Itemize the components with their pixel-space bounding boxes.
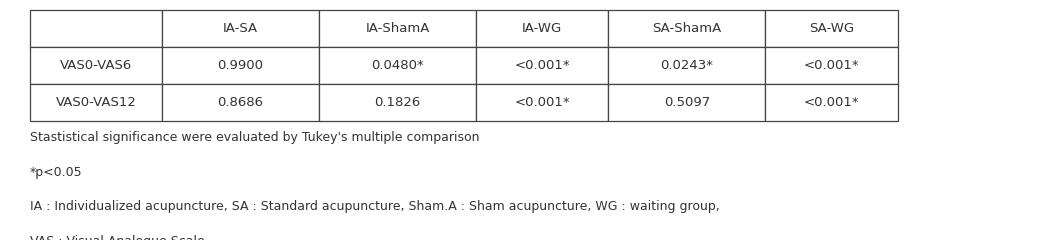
Bar — [476, 84, 608, 121]
Text: SA-ShamA: SA-ShamA — [652, 22, 722, 35]
Bar — [608, 84, 765, 121]
Bar — [319, 47, 476, 84]
Bar — [319, 10, 476, 47]
Bar — [476, 10, 608, 47]
Text: IA-SA: IA-SA — [223, 22, 259, 35]
Text: 0.8686: 0.8686 — [217, 96, 264, 109]
Text: 0.1826: 0.1826 — [374, 96, 421, 109]
Text: Stastistical significance were evaluated by Tukey's multiple comparison: Stastistical significance were evaluated… — [30, 131, 479, 144]
Text: 0.0480*: 0.0480* — [371, 59, 424, 72]
Bar — [765, 84, 898, 121]
Bar — [319, 84, 476, 121]
Bar — [765, 47, 898, 84]
Text: IA-WG: IA-WG — [523, 22, 562, 35]
Text: <0.001*: <0.001* — [514, 96, 570, 109]
Text: <0.001*: <0.001* — [803, 59, 860, 72]
Text: 0.5097: 0.5097 — [664, 96, 710, 109]
Text: <0.001*: <0.001* — [803, 96, 860, 109]
Text: <0.001*: <0.001* — [514, 59, 570, 72]
Bar — [608, 10, 765, 47]
Text: VAS0-VAS6: VAS0-VAS6 — [59, 59, 132, 72]
Bar — [30, 84, 162, 121]
Text: IA : Individualized acupuncture, SA : Standard acupuncture, Sham.A : Sham acupun: IA : Individualized acupuncture, SA : St… — [30, 200, 720, 213]
Bar — [162, 10, 319, 47]
Bar — [162, 47, 319, 84]
Text: SA-WG: SA-WG — [809, 22, 854, 35]
Bar — [30, 47, 162, 84]
Bar — [30, 10, 162, 47]
Bar — [476, 47, 608, 84]
Text: 0.9900: 0.9900 — [217, 59, 264, 72]
Bar — [162, 84, 319, 121]
Text: VAS : Visual Analogue Scale: VAS : Visual Analogue Scale — [30, 235, 205, 240]
Text: VAS0-VAS12: VAS0-VAS12 — [55, 96, 137, 109]
Text: IA-ShamA: IA-ShamA — [366, 22, 429, 35]
Bar — [608, 47, 765, 84]
Text: *p<0.05: *p<0.05 — [30, 166, 83, 179]
Text: 0.0243*: 0.0243* — [660, 59, 713, 72]
Bar — [765, 10, 898, 47]
